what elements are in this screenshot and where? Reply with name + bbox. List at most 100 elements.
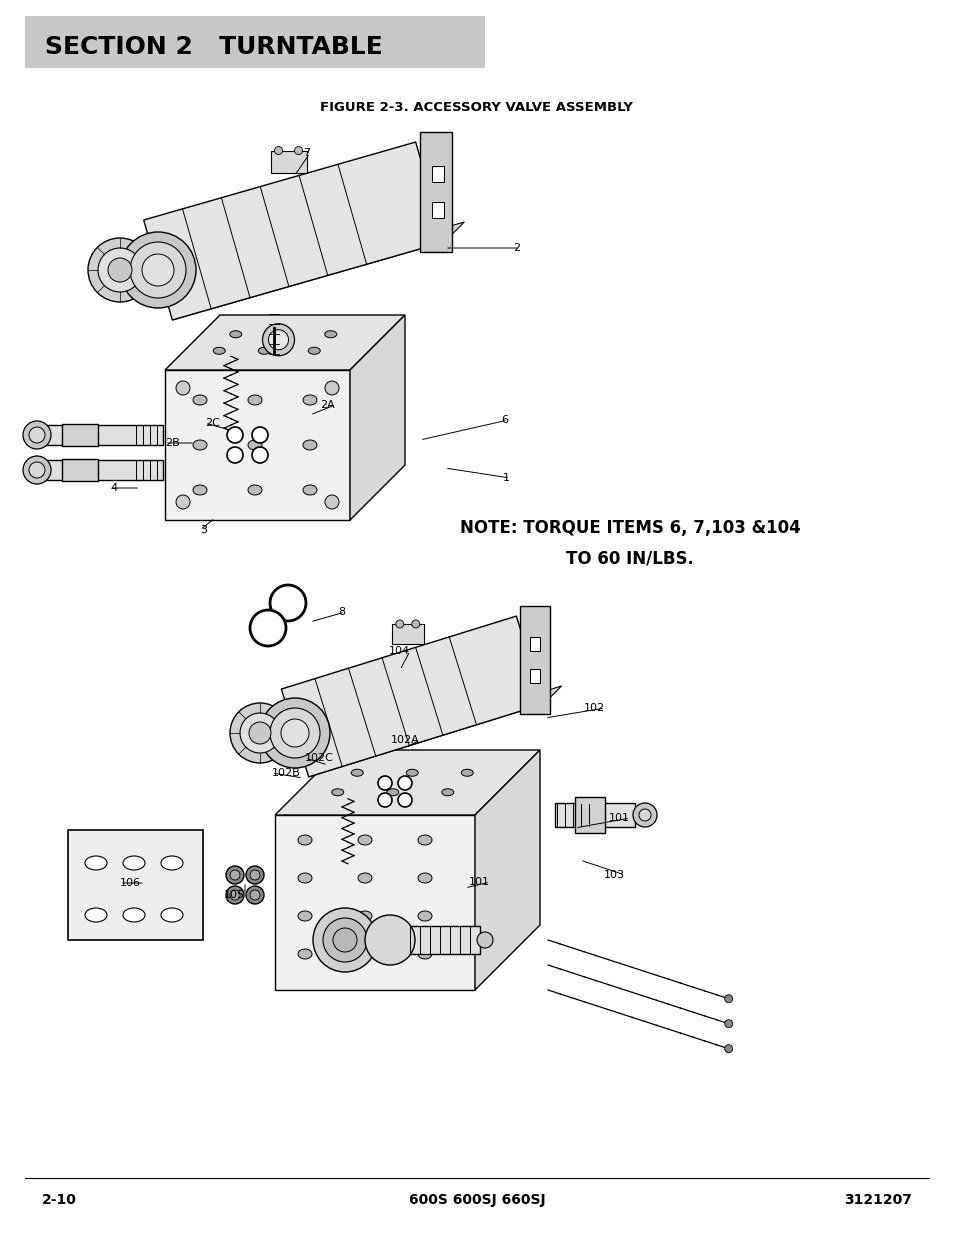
Circle shape (313, 908, 376, 972)
Ellipse shape (161, 856, 183, 869)
Ellipse shape (386, 789, 398, 795)
Bar (25, 16, 484, 68)
Circle shape (294, 147, 302, 154)
Text: 3121207: 3121207 (843, 1193, 911, 1207)
Text: 4: 4 (110, 483, 117, 493)
Ellipse shape (417, 911, 432, 921)
Bar (530, 637, 539, 651)
Ellipse shape (325, 495, 338, 509)
Polygon shape (575, 797, 604, 832)
Circle shape (108, 258, 132, 282)
Circle shape (377, 793, 392, 806)
Circle shape (23, 421, 51, 450)
Circle shape (249, 722, 271, 743)
Ellipse shape (308, 347, 320, 354)
Polygon shape (274, 750, 539, 815)
Circle shape (250, 610, 286, 646)
Circle shape (230, 869, 240, 881)
Text: 2A: 2A (320, 400, 335, 410)
Circle shape (227, 427, 243, 443)
Text: 101: 101 (469, 877, 490, 887)
Polygon shape (172, 222, 464, 320)
Circle shape (639, 809, 650, 821)
Ellipse shape (297, 835, 312, 845)
Ellipse shape (303, 485, 316, 495)
Circle shape (333, 927, 356, 952)
Circle shape (227, 447, 243, 463)
Text: 102C: 102C (305, 753, 334, 763)
Text: 102A: 102A (391, 735, 419, 745)
Ellipse shape (351, 769, 363, 777)
Ellipse shape (325, 382, 338, 395)
Circle shape (365, 915, 415, 965)
Circle shape (724, 994, 732, 1003)
Polygon shape (274, 815, 475, 990)
Ellipse shape (161, 908, 183, 923)
Ellipse shape (357, 911, 372, 921)
Text: 106: 106 (120, 878, 141, 888)
Circle shape (274, 147, 282, 154)
Polygon shape (165, 370, 350, 520)
Circle shape (23, 456, 51, 484)
Text: 2C: 2C (205, 417, 219, 429)
Circle shape (250, 869, 260, 881)
Circle shape (226, 885, 244, 904)
Polygon shape (350, 315, 405, 520)
Circle shape (268, 330, 288, 350)
Bar (432, 165, 443, 182)
Ellipse shape (274, 331, 287, 337)
Ellipse shape (248, 440, 262, 450)
Text: 7: 7 (302, 148, 310, 158)
Circle shape (397, 776, 412, 790)
Ellipse shape (85, 908, 107, 923)
Ellipse shape (193, 395, 207, 405)
Circle shape (246, 885, 264, 904)
Ellipse shape (258, 347, 270, 354)
Circle shape (270, 585, 306, 621)
Polygon shape (370, 926, 479, 953)
Ellipse shape (417, 948, 432, 960)
Polygon shape (43, 425, 163, 445)
Polygon shape (62, 424, 98, 446)
Ellipse shape (332, 789, 343, 795)
Circle shape (240, 713, 280, 753)
Circle shape (230, 703, 290, 763)
Text: TO 60 IN/LBS.: TO 60 IN/LBS. (565, 550, 693, 567)
Circle shape (724, 1020, 732, 1028)
Ellipse shape (230, 331, 241, 337)
Circle shape (724, 1045, 732, 1052)
Polygon shape (519, 606, 550, 714)
Circle shape (98, 248, 142, 291)
Circle shape (270, 708, 319, 758)
Ellipse shape (303, 395, 316, 405)
Circle shape (252, 427, 268, 443)
Ellipse shape (303, 440, 316, 450)
Ellipse shape (406, 769, 417, 777)
Circle shape (88, 238, 152, 303)
Circle shape (377, 776, 392, 790)
Text: 3: 3 (200, 525, 207, 535)
Circle shape (633, 803, 657, 827)
Polygon shape (43, 459, 163, 480)
Circle shape (252, 447, 268, 463)
Polygon shape (165, 315, 405, 370)
Text: 2B: 2B (165, 438, 179, 448)
Bar (271, 151, 306, 173)
Circle shape (246, 866, 264, 884)
Ellipse shape (297, 911, 312, 921)
Polygon shape (281, 616, 543, 777)
Text: FIGURE 2-3. ACCESSORY VALVE ASSEMBLY: FIGURE 2-3. ACCESSORY VALVE ASSEMBLY (320, 100, 633, 114)
Ellipse shape (248, 485, 262, 495)
Circle shape (412, 620, 419, 627)
Ellipse shape (357, 835, 372, 845)
Polygon shape (419, 132, 452, 252)
Ellipse shape (297, 873, 312, 883)
Circle shape (120, 232, 195, 308)
Ellipse shape (441, 789, 454, 795)
Ellipse shape (248, 395, 262, 405)
Ellipse shape (175, 495, 190, 509)
Text: 105: 105 (224, 890, 245, 900)
Circle shape (29, 427, 45, 443)
Text: 8: 8 (337, 606, 345, 618)
Text: NOTE: TORQUE ITEMS 6, 7,103 &104: NOTE: TORQUE ITEMS 6, 7,103 &104 (459, 519, 800, 537)
